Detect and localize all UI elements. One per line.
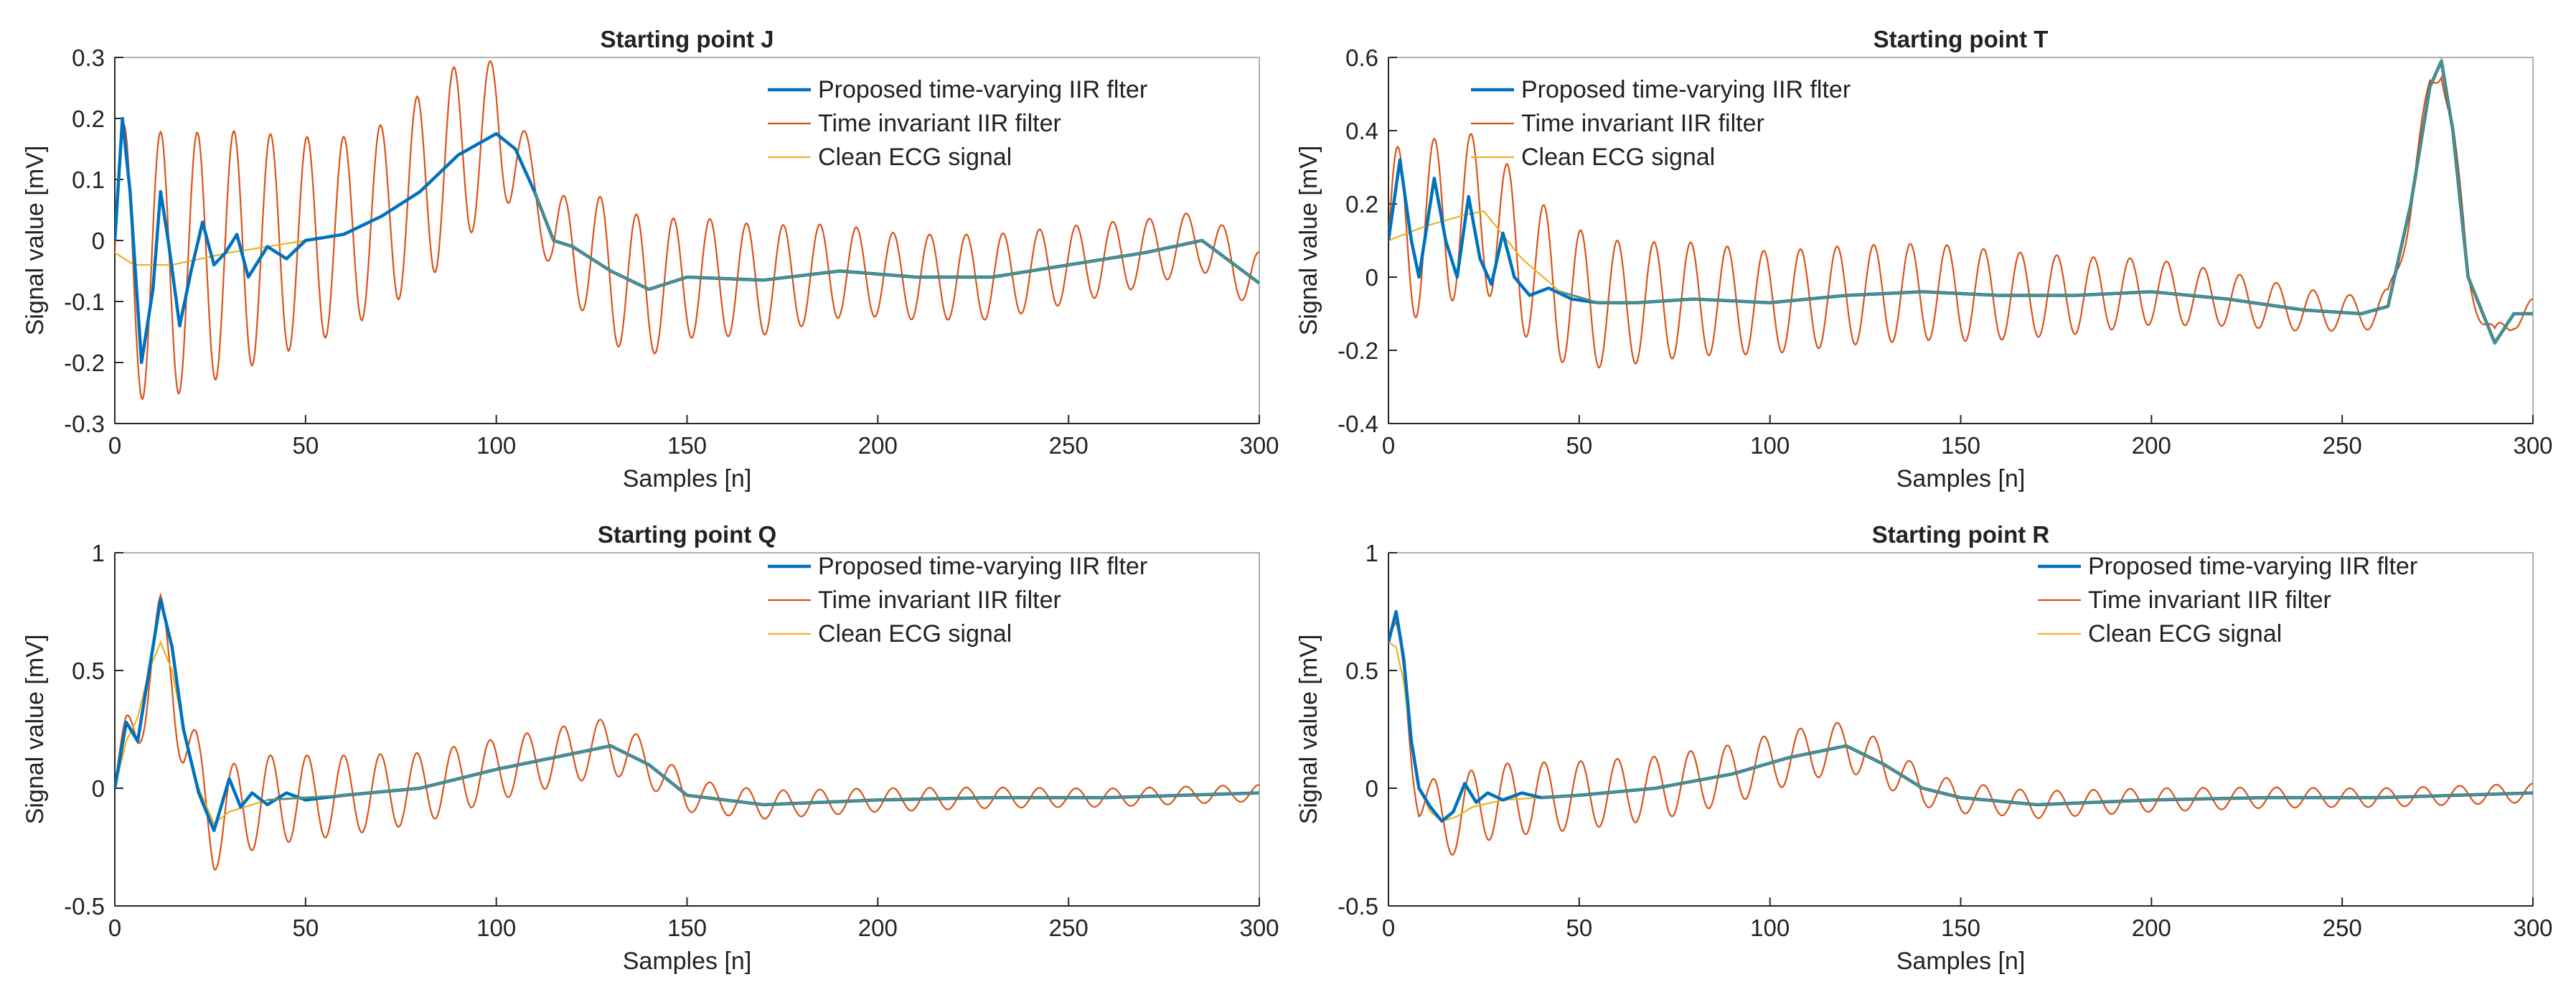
x-tick-label: 100 bbox=[476, 432, 516, 459]
series-line-time-invariant bbox=[115, 592, 1259, 871]
chart-title: Starting point Q bbox=[598, 521, 776, 548]
legend-label-clean: Clean ECG signal bbox=[818, 620, 1012, 648]
plot-area bbox=[114, 57, 1260, 424]
series-overlap-line bbox=[1559, 57, 2533, 346]
panel-starting-point-r: Starting point R Samples [n] Signal valu… bbox=[1295, 521, 2553, 975]
x-tick-label: 150 bbox=[667, 915, 707, 941]
x-axis-label: Samples [n] bbox=[623, 465, 752, 492]
x-tick-label: 200 bbox=[2132, 915, 2171, 941]
x-tick-label: 250 bbox=[1049, 915, 1089, 941]
x-tick-label: 300 bbox=[2513, 432, 2552, 459]
legend-label-proposed: Proposed time-varying IIR flter bbox=[818, 76, 1147, 103]
x-tick-label: 250 bbox=[1049, 432, 1089, 459]
legend-label-invariant: Time invariant IIR filter bbox=[818, 110, 1061, 137]
x-axis-label: Samples [n] bbox=[623, 948, 752, 975]
y-tick-label: -0.2 bbox=[64, 350, 105, 376]
x-tick-label: 150 bbox=[1941, 915, 1980, 941]
y-tick-label: 0.1 bbox=[72, 167, 105, 193]
x-tick-label: 0 bbox=[1382, 432, 1395, 459]
x-tick-label: 0 bbox=[1382, 915, 1395, 941]
x-tick-label: 50 bbox=[1566, 432, 1592, 459]
plot-area bbox=[1388, 552, 2534, 907]
y-tick-label: -0.4 bbox=[1338, 411, 1378, 437]
series-line-time-invariant bbox=[1388, 620, 2533, 856]
series-overlap-line bbox=[1541, 744, 2533, 806]
x-tick-label: 250 bbox=[2323, 915, 2362, 941]
y-tick-label: -0.2 bbox=[1338, 337, 1378, 364]
x-tick-label: 0 bbox=[108, 915, 121, 941]
legend-label-invariant: Time invariant IIR filter bbox=[2088, 586, 2331, 614]
x-tick-label: 200 bbox=[858, 915, 898, 941]
x-tick-label: 150 bbox=[667, 432, 707, 459]
x-tick-label: 50 bbox=[1566, 915, 1592, 941]
plot-area bbox=[1388, 57, 2534, 424]
x-tick-label: 300 bbox=[2513, 915, 2552, 941]
panel-starting-point-j: Starting point J Samples [n] Signal valu… bbox=[22, 26, 1279, 492]
plot-area bbox=[114, 552, 1260, 907]
y-tick-label: 0 bbox=[1365, 264, 1378, 291]
x-tick-label: 300 bbox=[1239, 432, 1279, 459]
y-tick-label: 0.2 bbox=[72, 106, 105, 132]
chart-title: Starting point T bbox=[1874, 26, 2049, 52]
y-tick-label: 0.2 bbox=[1345, 191, 1378, 218]
y-tick-label: 0.3 bbox=[72, 45, 105, 71]
y-axis-label: Signal value [mV] bbox=[1295, 146, 1322, 336]
y-tick-label: 0 bbox=[92, 775, 105, 802]
y-axis-label: Signal value [mV] bbox=[1295, 635, 1322, 825]
legend-label-clean: Clean ECG signal bbox=[818, 144, 1012, 171]
legend-label-clean: Clean ECG signal bbox=[2088, 620, 2282, 648]
y-tick-label: 1 bbox=[1365, 540, 1378, 566]
y-tick-label: 0.5 bbox=[1345, 658, 1378, 684]
x-tick-label: 200 bbox=[2132, 432, 2171, 459]
x-tick-label: 200 bbox=[858, 432, 898, 459]
series-line-time-invariant bbox=[1388, 75, 2533, 369]
y-tick-label: -0.5 bbox=[1338, 893, 1378, 920]
series-line-time-invariant bbox=[115, 60, 1259, 401]
y-tick-label: 0.4 bbox=[1345, 118, 1378, 144]
y-tick-label: 0 bbox=[92, 228, 105, 254]
chart-title: Starting point J bbox=[601, 26, 774, 52]
x-axis-label: Samples [n] bbox=[1896, 465, 2026, 492]
y-tick-label: 0.6 bbox=[1345, 45, 1378, 71]
legend-label-invariant: Time invariant IIR filter bbox=[1521, 110, 1764, 137]
legend-label-clean: Clean ECG signal bbox=[1521, 144, 1715, 171]
y-axis-label: Signal value [mV] bbox=[22, 146, 49, 336]
y-tick-label: 0.5 bbox=[72, 658, 105, 684]
panel-starting-point-q: Starting point Q Samples [n] Signal valu… bbox=[22, 521, 1279, 975]
x-tick-label: 100 bbox=[476, 915, 516, 941]
legend-label-proposed: Proposed time-varying IIR flter bbox=[1521, 76, 1851, 103]
y-tick-label: -0.3 bbox=[64, 411, 105, 437]
y-axis-label: Signal value [mV] bbox=[22, 635, 49, 825]
y-tick-label: -0.5 bbox=[64, 893, 105, 920]
y-tick-label: -0.1 bbox=[64, 289, 105, 315]
series-overlap-line bbox=[533, 191, 1259, 291]
legend-label-proposed: Proposed time-varying IIR flter bbox=[818, 553, 1147, 580]
legend-label-invariant: Time invariant IIR filter bbox=[818, 586, 1061, 614]
x-tick-label: 150 bbox=[1941, 432, 1980, 459]
chart-title: Starting point R bbox=[1872, 521, 2050, 548]
panel-starting-point-t: Starting point T Samples [n] Signal valu… bbox=[1295, 26, 2553, 492]
x-tick-label: 0 bbox=[108, 432, 121, 459]
x-axis-label: Samples [n] bbox=[1896, 948, 2026, 975]
x-tick-label: 100 bbox=[1750, 915, 1790, 941]
x-tick-label: 100 bbox=[1750, 432, 1790, 459]
y-tick-label: 0 bbox=[1365, 775, 1378, 802]
y-tick-label: 1 bbox=[92, 540, 105, 566]
x-tick-label: 300 bbox=[1239, 915, 1279, 941]
legend-label-proposed: Proposed time-varying IIR flter bbox=[2088, 553, 2417, 580]
series-overlap-line bbox=[267, 744, 1259, 806]
x-tick-label: 250 bbox=[2323, 432, 2362, 459]
x-tick-label: 50 bbox=[292, 915, 319, 941]
x-tick-label: 50 bbox=[292, 432, 319, 459]
